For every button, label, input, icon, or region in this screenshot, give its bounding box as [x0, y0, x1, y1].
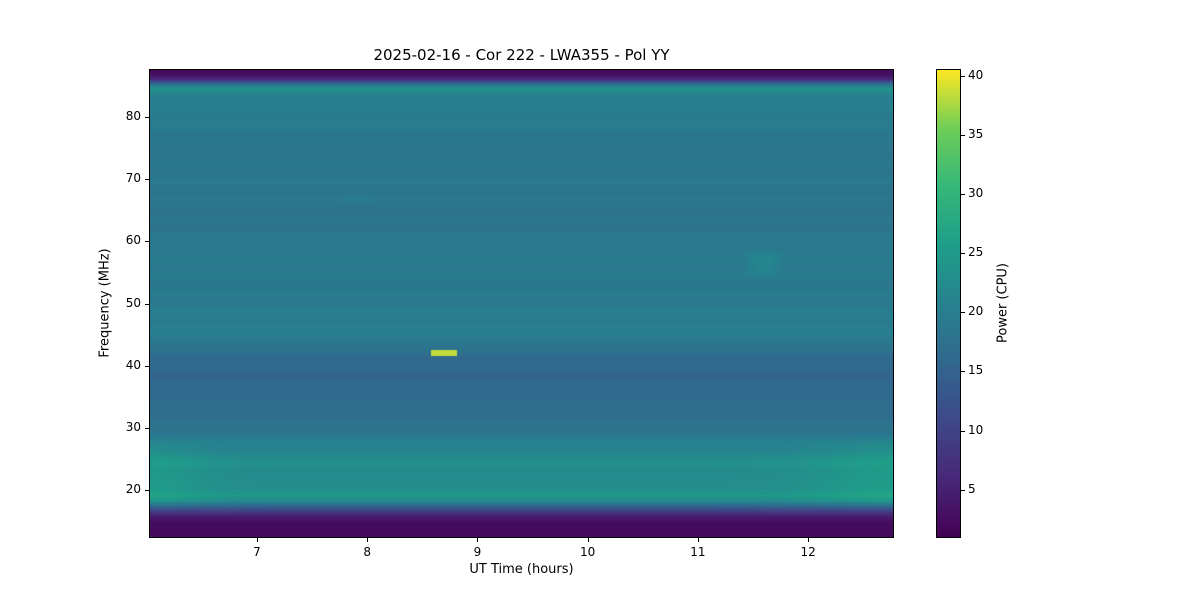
- x-tick-mark: [367, 538, 369, 542]
- x-axis-label: UT Time (hours): [469, 562, 574, 577]
- y-tick-label: 50: [125, 295, 141, 310]
- x-tick-label: 8: [363, 545, 371, 559]
- plot-title: 2025-02-16 - Cor 222 - LWA355 - Pol YY: [373, 46, 670, 64]
- colorbar-tick-label: 30: [968, 186, 984, 201]
- colorbar-tick-mark: [961, 312, 965, 314]
- heatmap-plot-area: [149, 69, 894, 538]
- x-tick-mark: [477, 538, 479, 542]
- y-tick-label: 40: [125, 357, 141, 372]
- x-tick-mark: [808, 538, 810, 542]
- y-tick-mark: [145, 490, 149, 492]
- y-tick-label: 30: [125, 420, 141, 435]
- colorbar-label: Power (CPU): [995, 262, 1011, 344]
- x-tick-mark: [256, 538, 258, 542]
- x-tick-label: 12: [800, 545, 816, 559]
- y-tick-label: 70: [125, 170, 141, 185]
- colorbar-tick-mark: [961, 371, 965, 373]
- colorbar: [936, 69, 961, 538]
- y-tick-mark: [145, 428, 149, 430]
- colorbar-tick-label: 5: [968, 481, 976, 496]
- colorbar-tick-label: 40: [968, 67, 984, 82]
- colorbar-tick-label: 15: [968, 363, 984, 378]
- colorbar-tick-mark: [961, 253, 965, 255]
- x-tick-label: 11: [690, 545, 706, 559]
- colorbar-tick-mark: [961, 489, 965, 491]
- spectrogram-canvas: [150, 70, 893, 537]
- colorbar-canvas: [937, 70, 960, 537]
- x-tick-label: 9: [473, 545, 482, 559]
- colorbar-tick-label: 10: [968, 422, 984, 437]
- x-tick-label: 7: [253, 545, 261, 559]
- colorbar-tick-label: 35: [968, 127, 984, 142]
- y-tick-mark: [145, 303, 149, 305]
- y-tick-mark: [145, 365, 149, 367]
- x-tick-label: 10: [580, 545, 596, 559]
- colorbar-tick-mark: [961, 430, 965, 432]
- y-tick-mark: [145, 116, 149, 118]
- colorbar-tick-label: 20: [968, 304, 984, 319]
- colorbar-tick-mark: [961, 75, 965, 77]
- y-tick-label: 20: [125, 482, 141, 497]
- colorbar-tick-mark: [961, 194, 965, 196]
- y-tick-mark: [145, 241, 149, 243]
- x-tick-mark: [697, 538, 699, 542]
- y-tick-label: 80: [125, 108, 141, 123]
- colorbar-tick-mark: [961, 135, 965, 137]
- y-tick-label: 60: [125, 233, 141, 248]
- y-tick-mark: [145, 178, 149, 180]
- x-tick-mark: [587, 538, 589, 542]
- colorbar-tick-label: 25: [968, 245, 984, 260]
